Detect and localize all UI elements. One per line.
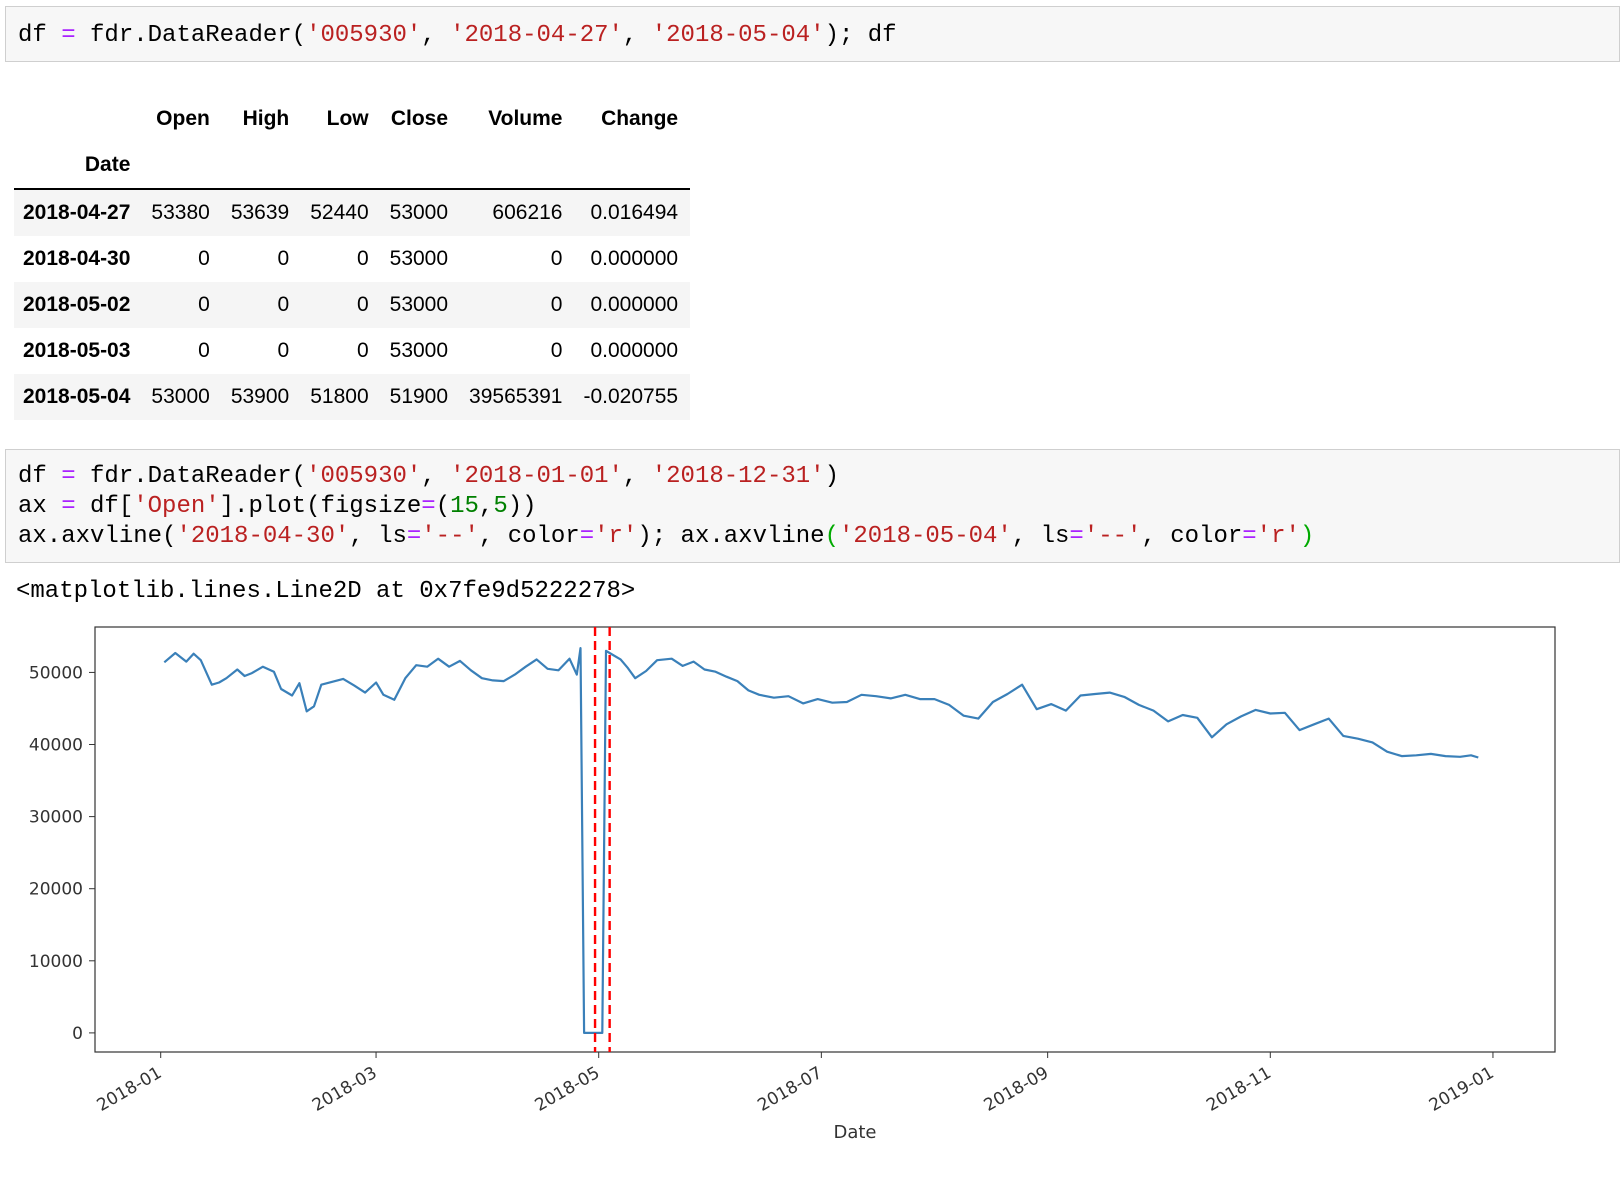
y-tick-label: 0 xyxy=(72,1024,83,1044)
dataframe-table: Open High Low Close Volume Change Date 2… xyxy=(14,96,691,420)
open-price-line xyxy=(163,647,1479,1034)
y-tick-label: 10000 xyxy=(29,952,83,972)
x-tick-label: 2018-07 xyxy=(754,1063,826,1116)
code-cell-2[interactable]: df = fdr.DataReader('005930', '2018-01-0… xyxy=(5,449,1620,563)
x-tick-label: 2018-03 xyxy=(309,1063,381,1116)
row-index-date: 2018-05-04 xyxy=(23,385,131,408)
row-index-date: 2018-05-03 xyxy=(23,339,131,362)
x-axis-label: Date xyxy=(833,1122,876,1143)
code-line: df = fdr.DataReader('005930', '2018-01-0… xyxy=(18,463,839,490)
x-tick-label: 2019-01 xyxy=(1426,1063,1498,1116)
table-header-row: Open High Low Close Volume Change xyxy=(14,96,690,142)
table-row: 2018-05-04 53000 53900 51800 51900 39565391 -0… xyxy=(14,374,691,420)
table-cell: -0.020755 xyxy=(583,385,679,408)
open-price-chart: 0 10000 20000 30000 40000 50000 2018-01 2018-03… xyxy=(29,626,1556,1143)
table-cell: 53000 xyxy=(389,247,449,270)
table-row: 2018-05-02 0 0 0 53000 0 0.000000 xyxy=(14,282,691,328)
index-name-row: Date xyxy=(14,142,691,189)
table-cell: 53900 xyxy=(230,385,290,408)
table-cell: 0 xyxy=(356,293,369,316)
table-cell: 0 xyxy=(198,247,210,270)
table-cell: 0 xyxy=(550,339,563,362)
y-tick-label: 40000 xyxy=(29,736,83,756)
col-header: Close xyxy=(390,107,449,130)
col-header: Change xyxy=(601,107,679,130)
code-line: ax = df['Open'].plot(figsize=(15,5)) xyxy=(18,493,537,520)
table-cell: 0 xyxy=(356,247,369,270)
code-line: df = fdr.DataReader('005930', '2018-04-2… xyxy=(18,22,897,49)
table-row: 2018-04-30 0 0 0 53000 0 0.000000 xyxy=(14,236,690,282)
plot-frame xyxy=(94,626,1556,1053)
table-cell: 53000 xyxy=(151,385,210,408)
table-cell: 0 xyxy=(277,247,290,270)
cell-output-text: <matplotlib.lines.Line2D at 0x7fe9d52222… xyxy=(16,578,636,605)
row-index-date: 2018-04-27 xyxy=(23,201,131,224)
table-cell: 0 xyxy=(277,339,290,362)
y-tick-label: 20000 xyxy=(29,880,83,900)
col-header: High xyxy=(242,107,290,130)
table-cell: 0 xyxy=(356,339,369,362)
x-tick-label: 2018-09 xyxy=(981,1063,1053,1116)
x-tick-label: 2018-05 xyxy=(532,1063,604,1116)
table-cell: 606216 xyxy=(492,201,563,224)
table-cell: 53639 xyxy=(230,201,290,224)
col-header: Volume xyxy=(488,107,563,130)
chart-area: 0 10000 20000 30000 40000 50000 2018-01 2018-03… xyxy=(0,620,1620,1182)
table-cell: 0.016494 xyxy=(590,201,679,224)
table-cell: 0 xyxy=(198,293,210,316)
code-line: ax.axvline('2018-04-30', ls='--', color=… xyxy=(18,523,1315,550)
table-cell: 0 xyxy=(550,247,563,270)
code-cell-1[interactable]: df = fdr.DataReader('005930', '2018-04-2… xyxy=(5,6,1620,62)
table-cell: 0.000000 xyxy=(590,339,679,362)
table-cell: 51800 xyxy=(310,385,369,408)
table-cell: 53000 xyxy=(389,339,449,362)
index-name: Date xyxy=(84,153,131,176)
table-row: 2018-05-03 0 0 0 53000 0 0.000000 xyxy=(14,328,690,374)
index-corner xyxy=(14,96,142,142)
table-cell: 0 xyxy=(277,293,290,316)
x-tick-label: 2018-11 xyxy=(1203,1063,1275,1116)
table-cell: 39565391 xyxy=(469,385,563,408)
table-cell: 0 xyxy=(550,293,563,316)
table-cell: 53000 xyxy=(389,293,449,316)
table-cell: 53000 xyxy=(389,201,449,224)
table-cell: 53380 xyxy=(151,201,210,224)
table-cell: 52440 xyxy=(310,201,369,224)
x-tick-label: 2018-01 xyxy=(94,1063,166,1116)
table-cell: 0.000000 xyxy=(590,247,679,270)
y-tick-label: 50000 xyxy=(29,663,83,683)
table-cell: 0.000000 xyxy=(590,293,679,316)
y-tick-label: 30000 xyxy=(29,808,83,828)
col-header: Open xyxy=(156,107,210,130)
col-header: Low xyxy=(326,107,369,130)
row-index-date: 2018-05-02 xyxy=(23,293,131,316)
table-row: 2018-04-27 53380 53639 52440 53000 606216 0.01… xyxy=(14,189,691,236)
row-index-date: 2018-04-30 xyxy=(23,247,131,270)
table-cell: 0 xyxy=(198,339,210,362)
table-cell: 51900 xyxy=(389,385,449,408)
